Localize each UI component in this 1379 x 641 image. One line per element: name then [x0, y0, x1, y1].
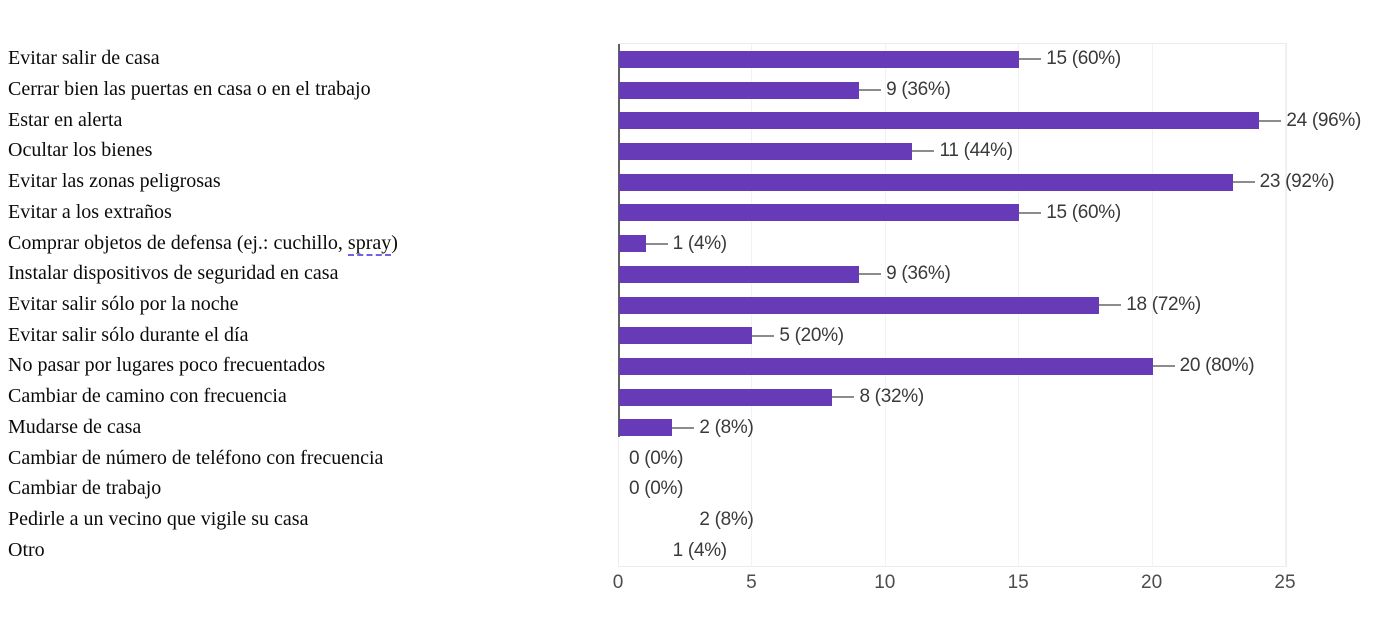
category-label: Evitar salir sólo por la noche — [8, 293, 239, 315]
value-connector-line — [645, 242, 668, 245]
category-label: Comprar objetos de defensa (ej.: cuchill… — [8, 231, 398, 256]
value-connector-line — [1259, 119, 1282, 122]
x-axis-tick-label: 5 — [746, 572, 757, 593]
value-connector-line — [859, 89, 882, 92]
value-label: 8 (32%) — [859, 386, 924, 408]
category-label: Estar en alerta — [8, 108, 123, 131]
value-label: 15 (60%) — [1046, 201, 1121, 223]
category-label: Otro — [8, 538, 45, 561]
bar — [619, 419, 673, 437]
value-connector-line — [1232, 181, 1255, 184]
value-label: 5 (20%) — [779, 324, 844, 346]
bar — [619, 112, 1260, 130]
value-connector-line — [1099, 304, 1122, 306]
value-label: 9 (36%) — [886, 263, 951, 285]
chart-plot-area: 15 (60%) 9 (36%) 24 (96%) 11 (44%) 23 (92%) 1… — [618, 43, 1361, 567]
value-label: 2 (8%) — [699, 416, 754, 438]
value-label: 2 (8%) — [699, 508, 754, 530]
category-label: Evitar salir de casa — [8, 47, 160, 70]
value-label: 23 (92%) — [1259, 171, 1335, 193]
bar — [619, 173, 1233, 191]
x-axis-tick-label: 25 — [1274, 572, 1296, 593]
bar — [619, 265, 860, 283]
bar — [619, 81, 860, 99]
bar — [619, 204, 1020, 222]
value-connector-line — [832, 396, 855, 399]
bar — [619, 357, 1153, 375]
category-label: No pasar por lugares poco frecuentados — [8, 354, 326, 377]
x-axis-tick-label: 15 — [1007, 572, 1029, 593]
bar — [619, 296, 1100, 314]
value-connector-line — [859, 273, 882, 276]
x-axis-tick-label: 10 — [874, 572, 896, 593]
bar — [619, 327, 753, 345]
category-label: Cambiar de trabajo — [8, 477, 162, 500]
value-connector-line — [1019, 211, 1042, 214]
gridline — [1285, 44, 1286, 566]
spellcheck-underline: spray — [347, 231, 392, 256]
bar — [619, 235, 646, 253]
category-label: Mudarse de casa — [8, 415, 142, 438]
value-label: 1 (4%) — [672, 232, 727, 254]
bar — [619, 388, 833, 406]
value-label: 1 (4%) — [672, 539, 727, 561]
value-label: 20 (80%) — [1179, 355, 1255, 377]
category-label: Evitar salir sólo durante el día — [8, 323, 249, 346]
category-label: Cambiar de camino con frecuencia — [8, 385, 287, 408]
category-label: Pedirle a un vecino que vigile su casa — [8, 507, 309, 530]
bar — [619, 142, 913, 160]
category-label: Instalar dispositivos de seguridad en ca… — [8, 262, 339, 285]
x-axis-tick-label: 20 — [1141, 572, 1163, 593]
value-connector-line — [1152, 365, 1175, 368]
value-connector-line — [1019, 58, 1042, 61]
value-label: 15 (60%) — [1046, 48, 1121, 70]
x-axis-tick-label: 0 — [612, 572, 624, 593]
value-label: 9 (36%) — [886, 79, 951, 101]
value-connector-line — [912, 150, 935, 153]
value-label: 11 (44%) — [939, 140, 1013, 162]
category-label: Evitar a los extraños — [8, 200, 172, 223]
category-label: Cerrar bien las puertas en casa o en el … — [8, 78, 371, 101]
value-connector-line — [752, 334, 775, 337]
gridline — [1151, 44, 1153, 566]
category-label: Cambiar de número de teléfono con frecue… — [8, 446, 384, 469]
value-label: 0 (0%) — [629, 447, 684, 469]
value-label: 0 (0%) — [629, 478, 684, 500]
value-label: 18 (72%) — [1126, 294, 1201, 315]
category-label: Evitar las zonas peligrosas — [8, 170, 221, 193]
category-label: Ocultar los bienes — [8, 139, 153, 162]
value-connector-line — [672, 426, 695, 429]
bar — [619, 50, 1020, 68]
value-label: 24 (96%) — [1286, 109, 1362, 131]
